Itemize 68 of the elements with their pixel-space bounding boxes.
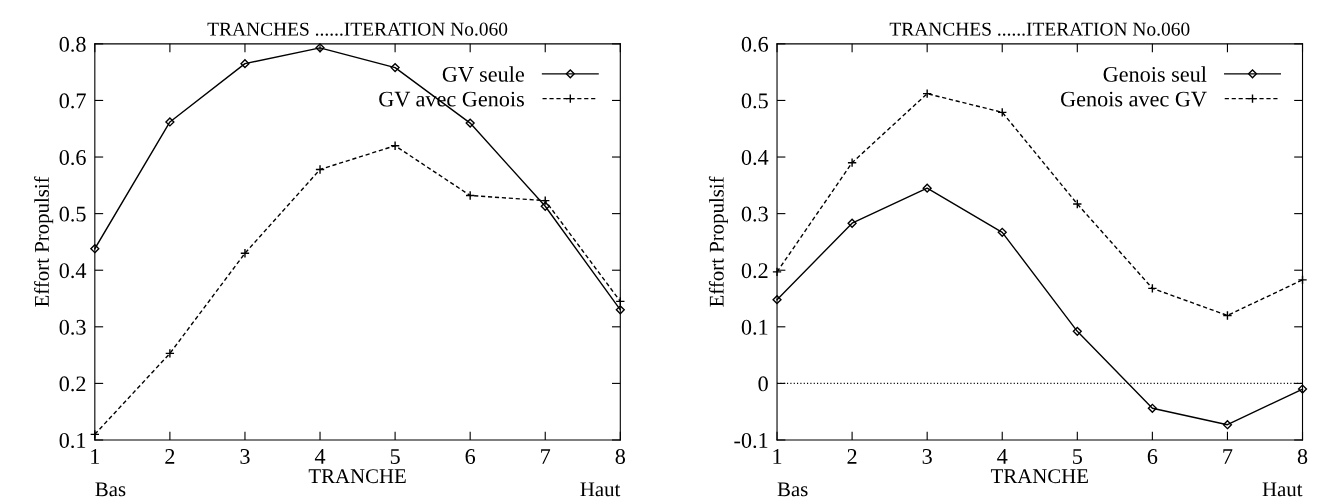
point — [165, 117, 175, 127]
point — [465, 190, 476, 201]
point — [240, 248, 250, 259]
y-tick-label: -0.1 — [734, 432, 768, 449]
legend-label: Genois seul — [1103, 66, 1207, 82]
x-tick-label: 4 — [314, 449, 326, 464]
point — [847, 218, 857, 228]
point — [1072, 199, 1083, 209]
point — [165, 348, 175, 359]
x-tick-label: 3 — [240, 449, 250, 464]
point — [772, 295, 782, 305]
point — [997, 227, 1007, 237]
y-tick-label: 0 — [758, 376, 768, 392]
y-axis-title: Effort Propulsif — [34, 176, 54, 307]
x-tick-label: 8 — [615, 448, 626, 464]
y-tick-label: 0.3 — [59, 319, 86, 335]
y-tick-label: 0.3 — [741, 206, 768, 222]
x-tick-label: 2 — [847, 449, 857, 464]
point — [540, 201, 550, 211]
y-tick-label: 0.4 — [59, 263, 87, 279]
point — [240, 59, 250, 69]
y-tick-label: 0.8 — [59, 36, 86, 52]
chart-title: TRANCHES ......ITERATION No.060 — [207, 22, 508, 36]
point — [922, 183, 932, 193]
legend-label: Genois avec GV — [1061, 91, 1207, 107]
y-tick-label: 0.2 — [741, 263, 768, 279]
point — [390, 140, 400, 151]
text: Haut — [1262, 482, 1303, 497]
x-tick-label: 5 — [1073, 449, 1082, 464]
y-tick-label: 0.5 — [59, 206, 86, 222]
y-tick-label: 0.1 — [59, 432, 86, 449]
point — [1297, 384, 1308, 394]
x-tick-label: 6 — [465, 449, 476, 464]
x-tick-label: 1 — [773, 449, 782, 464]
y-tick-label: 0.2 — [59, 376, 86, 392]
point — [1072, 326, 1082, 336]
y-tick-label: 0.5 — [741, 93, 768, 109]
y-tick-label: 0.1 — [741, 319, 768, 335]
y-axis-title: Effort Propulsif — [708, 176, 728, 307]
y-tick-label: 0.6 — [741, 36, 769, 52]
y-tick-label: 0.6 — [59, 149, 86, 166]
y-tick-label: 0.7 — [59, 93, 86, 109]
x-tick-label: 1 — [91, 449, 100, 464]
point — [1147, 403, 1157, 413]
point — [847, 157, 857, 168]
point — [90, 244, 100, 254]
x-tick-label: 7 — [1223, 449, 1233, 464]
x-axis-title: TRANCHE — [990, 469, 1088, 484]
point — [390, 62, 400, 73]
x-tick-label: 4 — [997, 449, 1008, 464]
legend-label: GV seule — [442, 66, 524, 82]
point — [615, 305, 625, 315]
x-axis-title: TRANCHE — [308, 469, 406, 484]
chart-title: TRANCHES ......ITERATION No.060 — [889, 22, 1190, 36]
x-tick-label: 6 — [1147, 449, 1158, 464]
point — [315, 43, 325, 53]
text: Bas — [95, 482, 126, 497]
x-tick-label: 7 — [541, 449, 551, 464]
x-tick-label: 3 — [922, 449, 932, 464]
point — [465, 118, 475, 128]
text: Haut — [580, 482, 621, 497]
text: Bas — [777, 482, 808, 497]
x-tick-label: 5 — [390, 449, 400, 464]
point — [1222, 420, 1233, 430]
point — [315, 164, 325, 175]
y-tick-label: 0.4 — [741, 149, 769, 166]
x-tick-label: 8 — [1297, 448, 1308, 464]
x-tick-label: 2 — [165, 449, 175, 464]
